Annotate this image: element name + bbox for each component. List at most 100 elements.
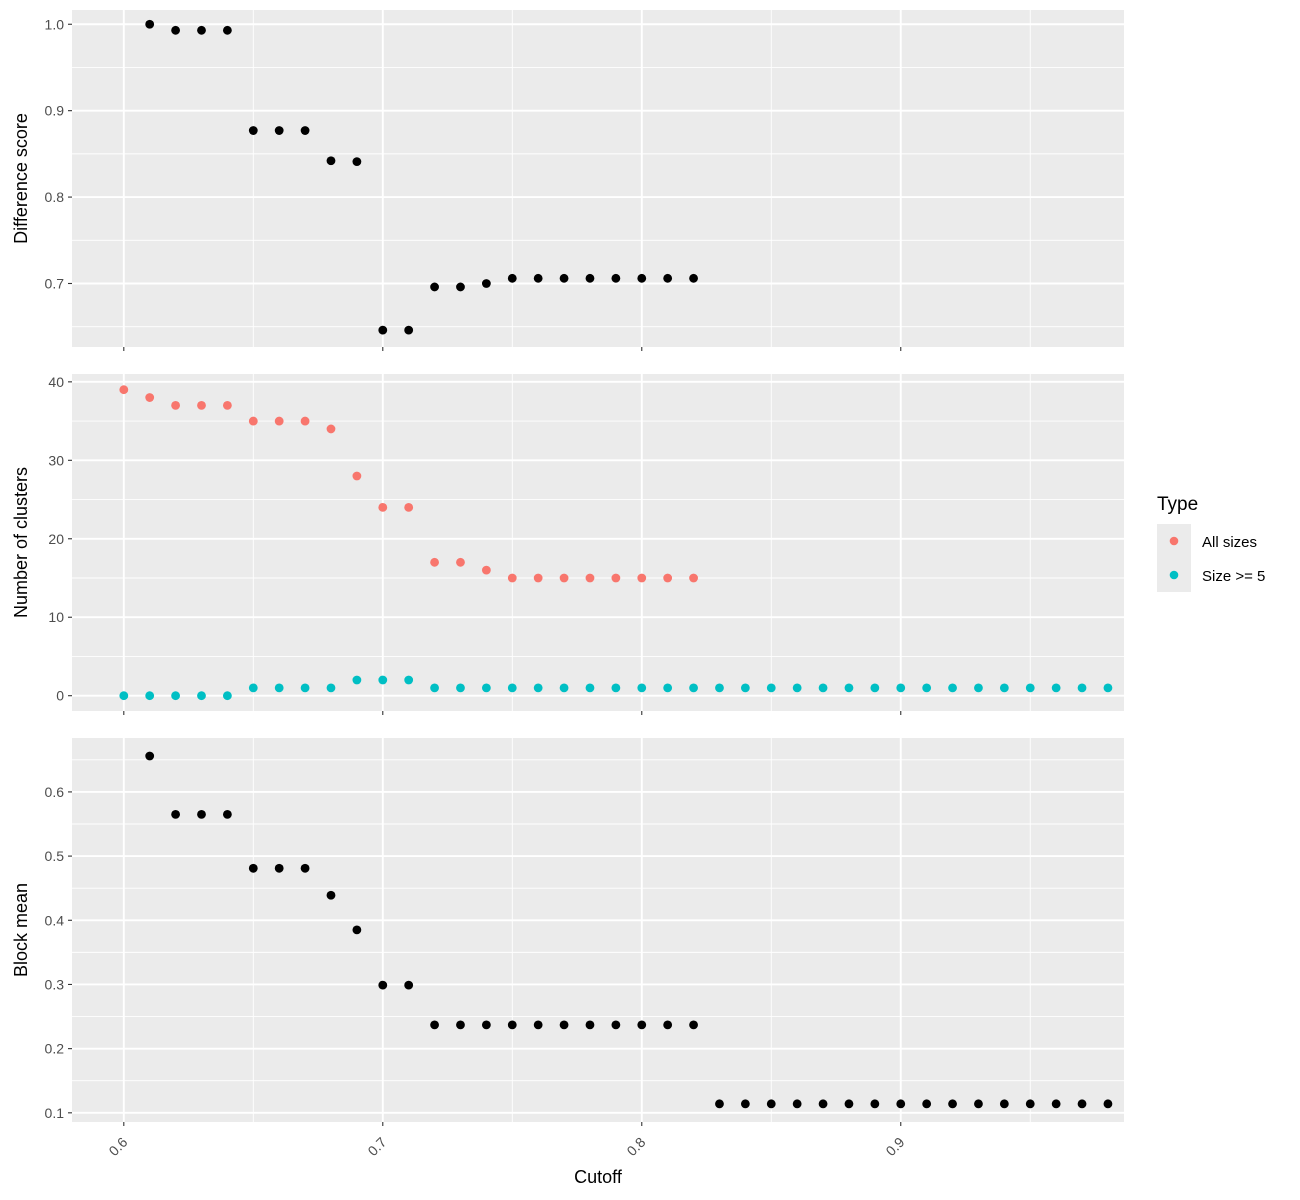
panel-background	[72, 738, 1124, 1122]
data-point	[689, 1020, 698, 1030]
data-point	[740, 1099, 750, 1109]
x-tick-label: 0.9	[882, 1134, 907, 1159]
data-point	[456, 1020, 465, 1030]
data-point	[145, 393, 155, 402]
legend-title: Type	[1157, 494, 1198, 515]
data-point	[300, 863, 310, 873]
y-tick-label: 0.6	[45, 784, 65, 800]
data-point	[145, 691, 155, 701]
legend-label-all-sizes: All sizes	[1202, 534, 1257, 551]
data-point	[974, 1099, 983, 1109]
data-point	[507, 683, 517, 693]
data-point	[1077, 1099, 1087, 1109]
legend: Type All sizes Size >= 5	[1157, 494, 1265, 592]
data-point	[507, 1020, 517, 1030]
data-point	[222, 691, 232, 701]
data-point	[300, 416, 310, 426]
data-point	[274, 416, 284, 426]
data-point	[922, 683, 932, 693]
y-tick-label: 20	[48, 531, 64, 547]
data-point	[948, 683, 957, 693]
data-point	[222, 25, 232, 35]
y-tick-label: 0.4	[45, 912, 65, 928]
data-point	[300, 126, 310, 135]
data-point	[689, 683, 698, 693]
data-point	[637, 683, 647, 693]
data-point	[326, 683, 336, 693]
data-point	[404, 980, 414, 990]
data-point	[559, 273, 569, 283]
data-point	[818, 1099, 828, 1109]
y-tick-label: 0.3	[45, 976, 65, 992]
x-tick-label: 0.6	[105, 1134, 130, 1159]
data-point	[585, 683, 595, 693]
data-point	[378, 675, 388, 685]
x-tick-label: 0.7	[364, 1134, 389, 1159]
data-point	[456, 282, 465, 292]
data-point	[352, 157, 362, 167]
data-point	[378, 980, 388, 990]
data-point	[507, 273, 517, 283]
data-point	[481, 565, 491, 575]
data-point	[585, 573, 595, 583]
data-point	[637, 1020, 647, 1030]
data-point	[197, 400, 206, 410]
data-point	[430, 282, 439, 292]
data-point	[922, 1099, 932, 1109]
y-tick-label: 0.2	[45, 1041, 65, 1057]
data-point	[611, 573, 621, 583]
x-axis-title: Cutoff	[574, 1167, 623, 1187]
data-point	[766, 1099, 776, 1109]
data-point	[222, 400, 232, 410]
data-point	[1025, 1099, 1035, 1109]
data-point	[844, 1099, 854, 1109]
data-point	[404, 325, 414, 335]
data-point	[999, 1099, 1009, 1109]
data-point	[1051, 1099, 1061, 1109]
data-point	[999, 683, 1009, 693]
data-point	[1103, 1099, 1113, 1109]
legend-dot-all-sizes	[1169, 536, 1179, 546]
data-point	[378, 502, 388, 512]
data-point	[1051, 683, 1061, 693]
panel-difference: 0.7 0.8 0.9 1.0 Difference score	[11, 10, 1124, 351]
data-point	[300, 683, 310, 693]
data-point	[663, 573, 673, 583]
data-point	[948, 1099, 957, 1109]
y-tick-label: 0	[56, 688, 64, 704]
x-tick-label: 0.8	[623, 1134, 648, 1159]
data-point	[818, 683, 828, 693]
legend-label-size-ge-5: Size >= 5	[1202, 568, 1265, 585]
data-point	[611, 683, 621, 693]
data-point	[663, 1020, 673, 1030]
data-point	[171, 809, 180, 819]
data-point	[896, 683, 906, 693]
data-point	[171, 691, 180, 701]
panel-clusters: 0 10 20 30 40 Number of clusters	[11, 374, 1124, 715]
data-point	[197, 809, 206, 819]
series-values	[145, 19, 698, 335]
data-point	[870, 1099, 880, 1109]
data-point	[248, 416, 258, 426]
data-point	[1077, 683, 1087, 693]
y-tick-label: 30	[48, 452, 64, 468]
data-point	[197, 25, 206, 35]
data-point	[896, 1099, 906, 1109]
y-tick-label: 40	[48, 374, 64, 390]
data-point	[248, 683, 258, 693]
data-point	[119, 385, 129, 395]
data-point	[715, 1099, 724, 1109]
data-point	[481, 279, 491, 288]
data-point	[430, 557, 439, 567]
data-point	[456, 557, 465, 567]
data-point	[248, 126, 258, 135]
data-point	[145, 19, 155, 29]
data-point	[481, 683, 491, 693]
data-point	[533, 1020, 543, 1030]
y-tick-label: 0.8	[45, 189, 65, 205]
y-axis-title: Number of clusters	[11, 467, 31, 618]
legend-dot-size-ge-5	[1169, 570, 1179, 580]
data-point	[792, 1099, 802, 1109]
y-tick-label: 0.9	[45, 103, 65, 119]
